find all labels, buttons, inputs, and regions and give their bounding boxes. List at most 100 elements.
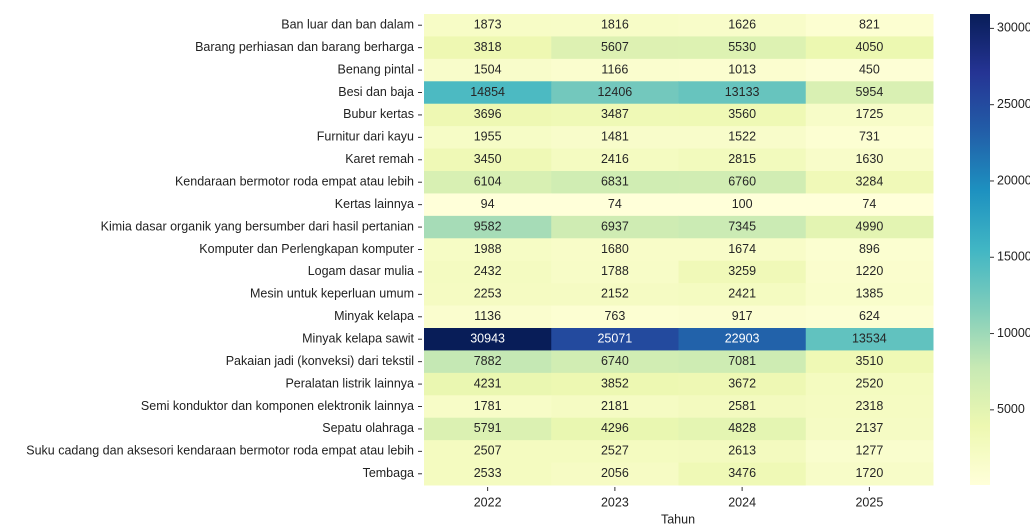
cell-label: 3476	[728, 466, 756, 480]
cell-label: 22903	[725, 332, 760, 346]
y-tick-label: Logam dasar mulia	[308, 264, 414, 278]
cell-label: 1166	[601, 62, 628, 76]
cell-label: 9582	[474, 219, 502, 233]
cell-label: 821	[859, 18, 880, 32]
cell-label: 3852	[601, 376, 629, 390]
heatmap-cell	[805, 283, 934, 307]
heatmap-cell	[424, 238, 552, 262]
cell-label: 1680	[601, 242, 629, 256]
cell-label: 1988	[474, 242, 502, 256]
heatmap-cell	[551, 14, 679, 37]
cell-label: 1674	[728, 242, 756, 256]
cell-label: 2152	[601, 287, 629, 301]
cell-label: 94	[481, 197, 495, 211]
heatmap-cell	[678, 103, 807, 127]
cell-label: 1873	[474, 18, 502, 32]
heatmap-cell	[551, 328, 679, 351]
x-tick-label: 2022	[474, 495, 502, 509]
heatmap-cell	[805, 126, 934, 150]
cell-label: 2581	[728, 399, 756, 413]
heatmap-cell	[805, 171, 934, 194]
cell-label: 2181	[601, 399, 629, 413]
heatmap-cell	[551, 417, 679, 441]
y-tick-label: Minyak kelapa	[334, 309, 414, 323]
heatmap-cell	[805, 215, 934, 239]
cell-label: 3450	[474, 152, 502, 166]
heatmap-cell	[805, 193, 934, 217]
heatmap-cell	[424, 328, 552, 351]
heatmap-cell	[424, 305, 552, 329]
cell-label: 1626	[728, 18, 756, 32]
cell-label: 74	[862, 197, 876, 211]
y-tick-label: Benang pintal	[338, 62, 414, 76]
cell-label: 5791	[474, 421, 502, 435]
heatmap-cell	[551, 193, 679, 217]
cell-label: 13534	[852, 332, 887, 346]
cell-label: 624	[859, 309, 880, 323]
heatmap-cell	[551, 148, 679, 172]
heatmap-cell	[551, 58, 679, 82]
cell-label: 3284	[855, 175, 883, 189]
cell-label: 763	[604, 309, 625, 323]
heatmap-cell	[424, 395, 552, 419]
cell-label: 2613	[728, 444, 756, 458]
y-tick-label: Semi konduktor dan komponen elektronik l…	[141, 399, 414, 413]
cell-label: 450	[859, 62, 880, 76]
heatmap-cell	[678, 126, 807, 150]
x-tick-label: 2023	[601, 495, 629, 509]
cell-label: 2432	[474, 264, 502, 278]
cell-label: 100	[732, 197, 753, 211]
heatmap-cell	[424, 14, 552, 37]
cell-label: 1788	[601, 264, 629, 278]
heatmap-cell	[678, 260, 807, 284]
y-tick-label: Ban luar dan ban dalam	[281, 18, 414, 32]
y-tick-label: Karet remah	[345, 152, 414, 166]
heatmap-cell	[805, 350, 934, 374]
cell-label: 14854	[470, 85, 505, 99]
heatmap-cell	[678, 305, 807, 329]
heatmap-cell	[805, 328, 934, 351]
cell-label: 1277	[855, 444, 883, 458]
x-tick-label: 2025	[855, 495, 883, 509]
y-tick-label: Kendaraan bermotor roda empat atau lebih	[175, 175, 414, 189]
heatmap-cell	[424, 103, 552, 127]
colorbar-tick-label: 20000	[997, 173, 1030, 187]
y-tick-label: Suku cadang dan aksesori kendaraan bermo…	[26, 444, 414, 458]
y-tick-label: Mesin untuk keperluan umum	[250, 287, 414, 301]
cell-label: 1955	[474, 130, 502, 144]
cell-label: 1720	[855, 466, 883, 480]
colorbar-tick-label: 15000	[997, 250, 1030, 264]
cell-label: 6760	[728, 175, 756, 189]
cell-label: 2527	[601, 444, 629, 458]
cell-label: 1385	[855, 287, 883, 301]
cell-label: 5954	[855, 85, 883, 99]
cell-label: 917	[732, 309, 753, 323]
y-tick-label: Furnitur dari kayu	[317, 130, 414, 144]
x-axis-label: Tahun	[661, 512, 695, 526]
heatmap-cell	[678, 215, 807, 239]
cell-label: 30943	[470, 332, 505, 346]
cell-label: 5607	[601, 40, 629, 54]
heatmap-cell	[805, 260, 934, 284]
heatmap-cell	[424, 148, 552, 172]
heatmap-cell	[551, 462, 679, 486]
cell-label: 2137	[855, 421, 883, 435]
cell-label: 2056	[601, 466, 629, 480]
heatmap-cell	[424, 193, 552, 217]
heatmap-cell	[424, 36, 552, 60]
cell-label: 3818	[474, 40, 502, 54]
heatmap-cell	[805, 238, 934, 262]
y-tick-label: Peralatan listrik lainnya	[285, 376, 414, 390]
heatmap-cell	[678, 417, 807, 441]
y-tick-label: Sepatu olahraga	[322, 421, 414, 435]
heatmap-cell	[424, 283, 552, 307]
heatmap-cell	[424, 372, 552, 396]
cell-label: 74	[608, 197, 622, 211]
heatmap-cell	[424, 81, 552, 105]
cell-label: 4828	[728, 421, 756, 435]
heatmap-cell	[424, 215, 552, 239]
cell-label: 12406	[597, 85, 632, 99]
cell-label: 1136	[474, 309, 501, 323]
heatmap-cell	[424, 58, 552, 82]
